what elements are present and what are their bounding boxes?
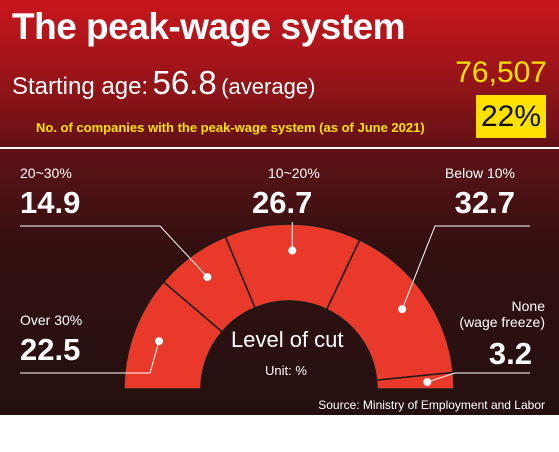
slice-value-label-2: 26.7: [252, 185, 313, 220]
infographic-card: The peak-wage system Starting age: 56.8 …: [0, 0, 559, 415]
companies-share-badge: 22%: [476, 95, 546, 138]
slice-category-line: None: [511, 298, 545, 314]
page-title: The peak-wage system: [12, 6, 406, 47]
slice-category-label-4: None (wage freeze): [459, 298, 545, 330]
slice-category-label-0: Over 30%: [20, 312, 82, 328]
unit-label: Unit: %: [265, 363, 307, 378]
slice-category-line: Below 10%: [444, 165, 515, 181]
slice-category-line: 20~30%: [20, 165, 72, 181]
slice-value-label-0: 22.5: [20, 332, 81, 367]
starting-age: Starting age: 56.8 (average): [12, 64, 315, 102]
companies-label: No. of companies with the peak-wage syst…: [36, 120, 425, 135]
slice-value-label-3: 32.7: [454, 185, 515, 220]
slice-value-label-4: 3.2: [488, 336, 532, 371]
slice-category-line: Over 30%: [20, 312, 83, 328]
slice-category-label-2: 10~20%: [268, 165, 320, 181]
leader-dot-3: [398, 305, 407, 314]
leader-line-3: [401, 225, 530, 310]
slice-category-label-3: Below 10%: [445, 165, 515, 181]
slice-4: [375, 371, 455, 390]
leader-dot-2: [288, 246, 297, 255]
starting-age-note: (average): [221, 74, 316, 99]
slice-category-line: 10~20%: [268, 165, 320, 181]
leader-line-0: [20, 340, 160, 374]
companies-count: 76,507: [455, 56, 547, 89]
leader-line-4: [427, 372, 530, 383]
divider: [0, 147, 559, 149]
leader-dot-4: [423, 378, 432, 387]
leader-dot-1: [203, 273, 212, 282]
slice-category-line: (wage freeze): [459, 314, 545, 330]
leader-dot-0: [155, 337, 164, 346]
chart-title: Level of cut: [231, 327, 344, 352]
slice-value-label-1: 14.9: [20, 185, 81, 220]
slice-category-label-1: 20~30%: [20, 165, 72, 181]
source-note: Source: Ministry of Employment and Labor: [318, 398, 545, 412]
leader-line-1: [20, 225, 208, 278]
starting-age-label: Starting age:: [12, 73, 149, 100]
starting-age-value: 56.8: [152, 64, 217, 101]
level-of-cut-chart: [20, 223, 530, 390]
